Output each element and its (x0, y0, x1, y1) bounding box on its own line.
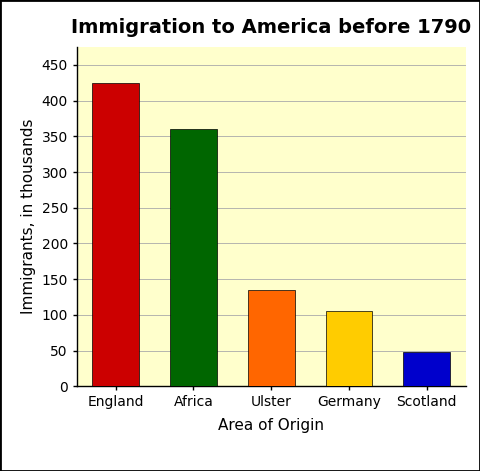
Bar (403, 352, 450, 386)
Bar (92, 83, 139, 386)
Bar (248, 290, 295, 386)
Bar (170, 129, 217, 386)
Bar (325, 311, 372, 386)
Y-axis label: Immigrants, in thousands: Immigrants, in thousands (21, 119, 36, 315)
X-axis label: Area of Origin: Area of Origin (218, 418, 324, 432)
Title: Immigration to America before 1790: Immigration to America before 1790 (71, 18, 471, 37)
